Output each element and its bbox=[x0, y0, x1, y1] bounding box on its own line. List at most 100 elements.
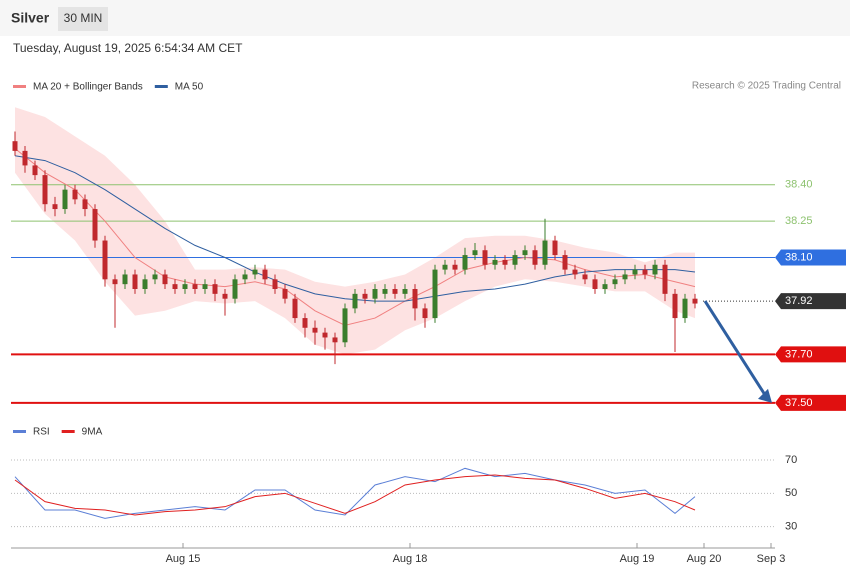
candle-body bbox=[282, 289, 288, 299]
level-box bbox=[775, 249, 846, 266]
level-label: 37.92 bbox=[785, 295, 813, 307]
candle-body bbox=[252, 269, 258, 275]
candle-body bbox=[332, 337, 338, 343]
candle-body bbox=[262, 269, 268, 280]
candle-body bbox=[302, 318, 308, 328]
candle-body bbox=[272, 279, 278, 289]
candle-body bbox=[622, 274, 628, 280]
candle-body bbox=[82, 199, 88, 210]
legend-label: 9MA bbox=[82, 427, 103, 438]
candle-body bbox=[582, 274, 588, 280]
candle-body bbox=[42, 175, 48, 205]
candle-body bbox=[422, 308, 428, 319]
level-label: 37.70 bbox=[785, 348, 813, 360]
candle-body bbox=[652, 264, 658, 275]
candle-body bbox=[362, 293, 368, 299]
candle-body bbox=[502, 259, 508, 265]
x-tick-label: Aug 15 bbox=[166, 553, 201, 565]
y-tick-label: 50 bbox=[785, 487, 797, 499]
line-values bbox=[14, 155, 696, 302]
level-label: 38.25 bbox=[785, 215, 813, 227]
title: Silver bbox=[11, 10, 50, 26]
candle-body bbox=[92, 209, 98, 241]
candle-body bbox=[142, 279, 148, 289]
y-tick-label: 30 bbox=[785, 521, 797, 533]
candle-body bbox=[572, 269, 578, 275]
candle-body bbox=[52, 204, 58, 210]
legend-swatch bbox=[61, 430, 75, 433]
candle-body bbox=[562, 255, 568, 270]
candle-body bbox=[552, 240, 558, 256]
legend-swatch bbox=[13, 430, 26, 433]
level-label: 37.50 bbox=[785, 397, 813, 409]
candle-body bbox=[682, 298, 688, 319]
candle-body bbox=[442, 264, 448, 270]
level-label: 38.40 bbox=[785, 179, 813, 191]
timeframe: 30 MIN bbox=[64, 11, 103, 25]
candle-body bbox=[352, 293, 358, 309]
candle-body bbox=[312, 327, 318, 333]
level-box bbox=[775, 346, 846, 363]
legend-label: RSI bbox=[33, 427, 50, 438]
x-tick-label: Sep 3 bbox=[757, 553, 786, 565]
candle-body bbox=[692, 298, 698, 304]
candle-body bbox=[132, 274, 138, 289]
x-tick-label: Aug 20 bbox=[687, 553, 722, 565]
candle-body bbox=[162, 274, 168, 285]
candle-body bbox=[452, 264, 458, 270]
candle-body bbox=[242, 274, 248, 280]
candle-body bbox=[432, 269, 438, 319]
candle-body bbox=[522, 250, 528, 256]
candle-body bbox=[482, 250, 488, 265]
level-box bbox=[775, 293, 846, 310]
candle-body bbox=[112, 279, 118, 285]
candle-body bbox=[512, 255, 518, 265]
candle-body bbox=[372, 289, 378, 299]
candle-body bbox=[402, 289, 408, 294]
candle-body bbox=[292, 298, 298, 319]
candle-body bbox=[412, 289, 418, 309]
candle-body bbox=[342, 308, 348, 343]
arrow-head bbox=[758, 388, 772, 403]
candle-body bbox=[592, 279, 598, 289]
candle-body bbox=[202, 284, 208, 289]
candle-body bbox=[72, 189, 78, 200]
candle-body bbox=[102, 240, 108, 280]
candle-body bbox=[172, 284, 178, 289]
header-bar bbox=[0, 0, 850, 36]
legend-swatch bbox=[13, 85, 26, 88]
candle-body bbox=[462, 255, 468, 270]
candle-body bbox=[382, 289, 388, 294]
x-tick-label: Aug 18 bbox=[393, 553, 428, 565]
candle-body bbox=[492, 259, 498, 265]
candle-body bbox=[22, 150, 28, 166]
candle-body bbox=[662, 264, 668, 294]
candle-body bbox=[182, 284, 188, 289]
y-tick-label: 70 bbox=[785, 454, 797, 466]
line-values bbox=[14, 474, 696, 516]
candle-body bbox=[32, 165, 38, 176]
candle-body bbox=[632, 269, 638, 275]
candle-body bbox=[222, 293, 228, 299]
candle-body bbox=[212, 284, 218, 294]
candle-body bbox=[322, 332, 328, 338]
timestamp: Tuesday, August 19, 2025 6:54:34 AM CET bbox=[13, 41, 243, 55]
candle-body bbox=[192, 284, 198, 289]
x-tick-label: Aug 19 bbox=[620, 553, 655, 565]
candle-body bbox=[472, 250, 478, 256]
legend-label: MA 50 bbox=[175, 82, 204, 93]
candle-body bbox=[62, 189, 68, 210]
timeframe-box bbox=[58, 7, 108, 31]
level-label: 38.10 bbox=[785, 251, 813, 263]
credit: Research © 2025 Trading Central bbox=[692, 81, 841, 92]
legend-swatch bbox=[154, 85, 168, 88]
candle-body bbox=[152, 274, 158, 280]
candle-body bbox=[392, 289, 398, 294]
candle-body bbox=[232, 279, 238, 299]
line-values bbox=[14, 148, 696, 326]
legend-label: MA 20 + Bollinger Bands bbox=[33, 82, 143, 93]
candle-body bbox=[122, 274, 128, 285]
bollinger-band bbox=[15, 107, 695, 355]
